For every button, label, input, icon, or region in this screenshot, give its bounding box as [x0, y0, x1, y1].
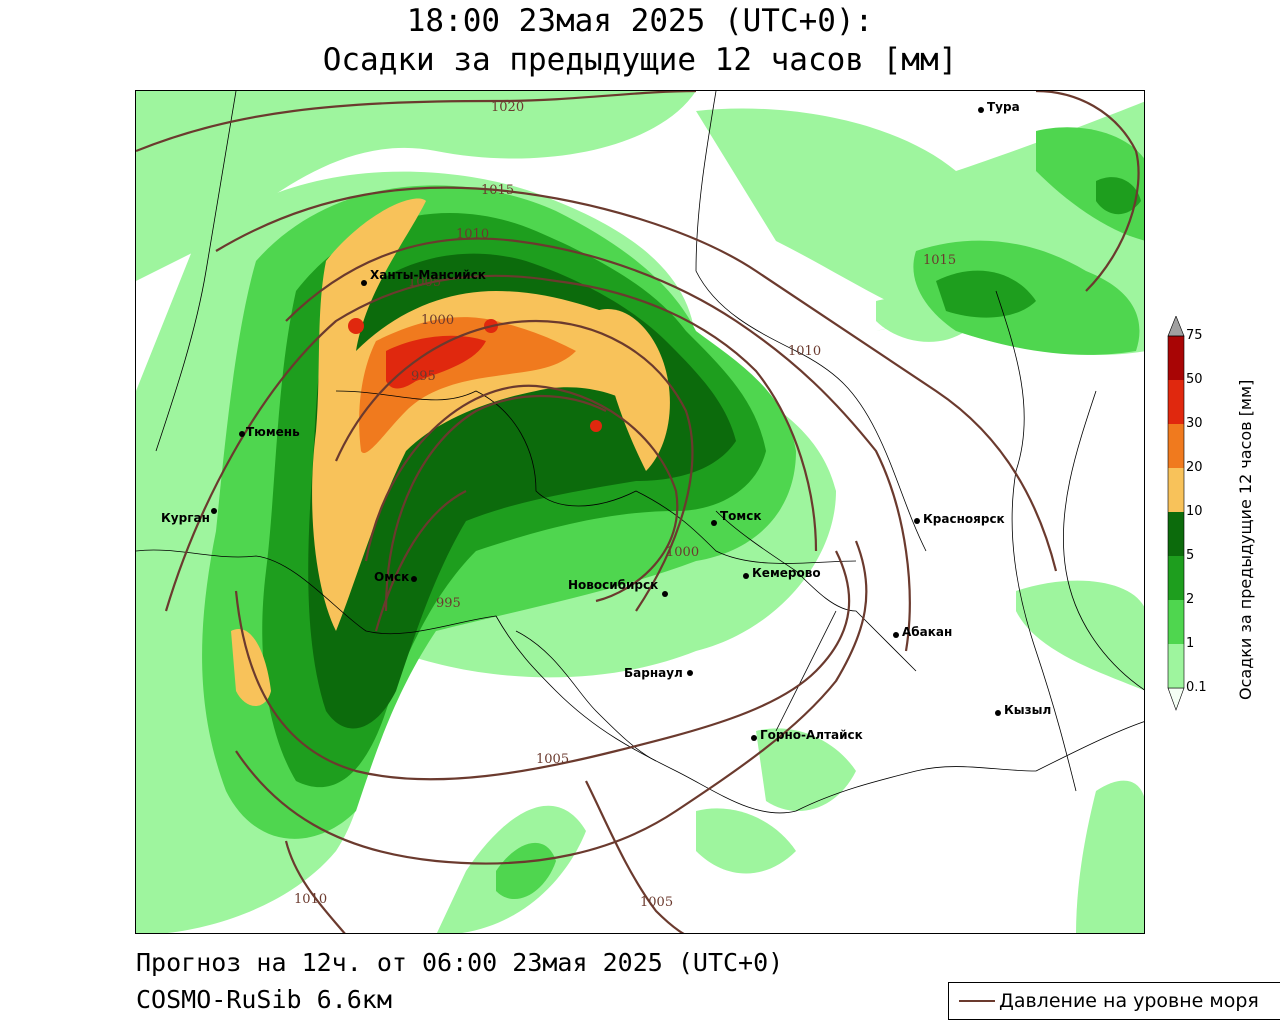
colorbar-tick-label: 1 — [1186, 636, 1195, 651]
cities: Тура Ханты-Мансийск Тюмень Курган Омск Н… — [161, 100, 1051, 742]
colorbar-segment — [1168, 512, 1184, 556]
city-label: Кемерово — [752, 566, 821, 580]
pressure-legend: Давление на уровне моря — [948, 982, 1280, 1020]
colorbar-segment — [1168, 556, 1184, 600]
colorbar-segment — [1168, 644, 1184, 688]
pressure-line-swatch — [959, 1000, 995, 1002]
region-borders — [136, 91, 1144, 814]
city-dot — [995, 710, 1001, 716]
colorbar-segment — [1167, 687, 1185, 711]
precipitation-map: 1020 1015 1010 1005 1000 995 1015 1010 1… — [135, 90, 1145, 934]
colorbar-tick-label: 0.1 — [1186, 680, 1207, 695]
city-dot — [687, 670, 693, 676]
isobar-label: 1005 — [640, 895, 673, 910]
city-label: Горно-Алтайск — [760, 728, 863, 742]
city-label: Курган — [161, 511, 210, 525]
isobar-label: 1010 — [294, 892, 327, 907]
city-label: Томск — [720, 509, 762, 523]
isobar-label: 1000 — [421, 313, 454, 328]
city-label: Новосибирск — [568, 578, 658, 592]
pressure-legend-label: Давление на уровне моря — [999, 990, 1259, 1012]
city-label: Омск — [374, 570, 409, 584]
isobar-label: 1010 — [788, 344, 821, 359]
city-label: Абакан — [902, 625, 952, 639]
city-dot — [239, 431, 245, 437]
city-dot — [411, 576, 417, 582]
isobar-label: 1000 — [666, 545, 699, 560]
isobar-label: 1015 — [481, 183, 514, 198]
colorbar-tick-label: 5 — [1186, 548, 1195, 563]
colorbar-tick-label: 10 — [1186, 504, 1203, 519]
city-dot — [914, 518, 920, 524]
colorbar-tick-label: 75 — [1186, 328, 1203, 343]
colorbar-segment — [1167, 316, 1185, 337]
colorbar-segment — [1168, 600, 1184, 644]
isobar-label: 1015 — [923, 253, 956, 268]
isobar-label: 1010 — [456, 227, 489, 242]
isobars — [136, 91, 1140, 933]
city-label: Кызыл — [1004, 703, 1051, 717]
city-label: Тура — [987, 100, 1020, 114]
forecast-info: Прогноз на 12ч. от 06:00 23мая 2025 (UTC… — [136, 948, 784, 977]
city-dot — [211, 508, 217, 514]
city-dot — [361, 280, 367, 286]
city-label: Красноярск — [923, 512, 1005, 526]
colorbar-segment — [1168, 380, 1184, 424]
colorbar-tick-label: 2 — [1186, 592, 1195, 607]
colorbar-tick-label: 30 — [1186, 416, 1203, 431]
city-dot — [893, 632, 899, 638]
colorbar-segment — [1168, 336, 1184, 380]
isobar-label: 1020 — [491, 100, 524, 115]
model-name: COSMO-RuSib 6.6км — [136, 985, 392, 1014]
city-dot — [711, 520, 717, 526]
city-dot — [978, 107, 984, 113]
map-title: 18:00 23мая 2025 (UTC+0): — [406, 3, 874, 39]
isobar-labels: 1020 1015 1010 1005 1000 995 1015 1010 1… — [294, 100, 956, 910]
colorbar-tick-label: 20 — [1186, 460, 1203, 475]
map-subtitle: Осадки за предыдущие 12 часов [мм] — [322, 42, 958, 78]
colorbar — [1167, 316, 1185, 711]
city-label: Тюмень — [246, 425, 300, 439]
city-dot — [662, 591, 668, 597]
city-dot — [743, 573, 749, 579]
precip-30-50 — [348, 318, 602, 432]
isobar-label: 995 — [436, 596, 461, 611]
city-label: Барнаул — [624, 666, 683, 680]
isobar-label: 1005 — [408, 275, 441, 290]
city-dot — [751, 735, 757, 741]
isobar-label: 995 — [411, 369, 436, 384]
colorbar-tick-label: 50 — [1186, 372, 1203, 387]
city-label: Ханты-Мансийск — [370, 268, 486, 282]
colorbar-segment — [1168, 468, 1184, 512]
colorbar-segment — [1168, 424, 1184, 468]
isobar-label: 1005 — [536, 752, 569, 767]
colorbar-title: Осадки за предыдущие 12 часов [мм] — [1236, 379, 1255, 700]
